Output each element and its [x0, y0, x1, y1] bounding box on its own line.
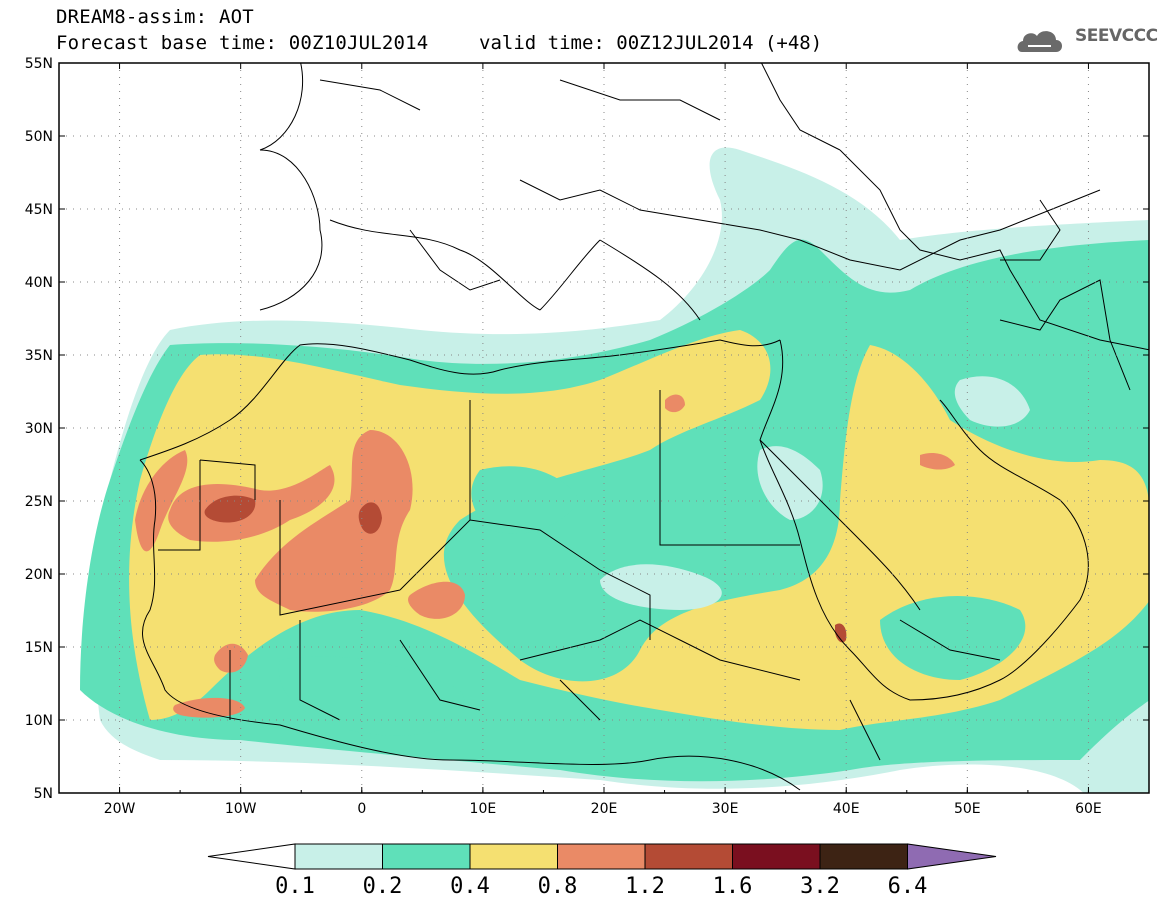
colorbar-cell: [382, 843, 471, 870]
colorbar: [207, 843, 997, 870]
lon-label: 10W: [225, 801, 257, 817]
aot-patch: [757, 446, 823, 520]
lat-label: 55N: [25, 56, 53, 72]
lat-label: 10N: [25, 713, 53, 729]
longitude-labels: 20W 10W 0 10E 20E 30E 40E 50E 60E: [104, 801, 1102, 817]
aot-patch: [954, 376, 1030, 427]
lat-label: 50N: [25, 129, 53, 145]
aot-contour-1.2: [358, 502, 382, 534]
lat-label: 5N: [34, 786, 53, 802]
forecast-base-time: Forecast base time: 00Z10JUL2014: [56, 32, 429, 54]
axis-ticks: [58, 62, 1150, 794]
colorbar-label: 3.2: [800, 874, 840, 899]
aot-patch: [600, 564, 722, 610]
lon-label: 30E: [712, 801, 739, 817]
colorbar-labels: 0.1 0.2 0.4 0.8 1.2 1.6 3.2 6.4: [275, 874, 927, 899]
colorbar-label: 1.2: [625, 874, 665, 899]
colorbar-over-triangle: [907, 843, 997, 870]
lat-lon-grid: [59, 63, 1149, 793]
colorbar-cell: [732, 843, 821, 870]
aot-contour-0.8: [255, 430, 413, 612]
political-borders: [158, 199, 1131, 761]
colorbar-label: 1.6: [713, 874, 753, 899]
coastlines: [139, 63, 1149, 791]
aot-contour-0.8: [408, 581, 465, 619]
latitude-labels: 55N 50N 45N 40N 35N 30N 25N 20N 15N 10N 5N: [25, 56, 53, 802]
aot-contour-0.8: [214, 643, 248, 673]
map-title: DREAM8-assim: AOT: [56, 6, 254, 28]
aot-contour-0.8: [920, 453, 955, 470]
lat-label: 20N: [25, 567, 53, 583]
colorbar-label: 0.2: [363, 874, 403, 899]
colorbar-cell: [294, 843, 383, 870]
lon-label: 0: [357, 801, 366, 817]
lon-label: 10E: [470, 801, 497, 817]
valid-time: valid time: 00Z12JUL2014 (+48): [479, 32, 823, 54]
lat-label: 25N: [25, 494, 53, 510]
aot-patch: [880, 596, 1026, 680]
colorbar-label: 0.4: [450, 874, 490, 899]
lon-label: 60E: [1075, 801, 1102, 817]
colorbar-cell: [819, 843, 908, 870]
logo-text: SEEVCCC: [1075, 26, 1158, 46]
cloud-logo-icon: [1017, 31, 1062, 52]
lon-label: 40E: [833, 801, 860, 817]
lat-label: 40N: [25, 275, 53, 291]
colorbar-label: 6.4: [888, 874, 928, 899]
colorbar-cell: [644, 843, 733, 870]
colorbar-label: 0.8: [538, 874, 578, 899]
aot-patch: [278, 656, 466, 736]
colorbar-under-triangle: [207, 843, 296, 870]
aot-field: [59, 63, 1149, 793]
aot-contour-0.8: [135, 450, 188, 552]
colorbar-label: 0.1: [275, 874, 315, 899]
lat-label: 30N: [25, 421, 53, 437]
aot-contour-0.8: [173, 697, 245, 718]
lat-label: 45N: [25, 202, 53, 218]
colorbar-cell: [469, 843, 558, 870]
aot-contour-1.2: [204, 495, 256, 523]
lon-label: 20E: [591, 801, 618, 817]
aot-contour-1.2: [835, 623, 847, 643]
colorbar-cell: [557, 843, 646, 870]
lat-label: 15N: [25, 640, 53, 656]
lat-label: 35N: [25, 348, 53, 364]
aot-contour-0.8: [665, 394, 685, 413]
aot-patch: [471, 466, 580, 534]
lon-label: 50E: [954, 801, 981, 817]
lon-label: 20W: [104, 801, 136, 817]
